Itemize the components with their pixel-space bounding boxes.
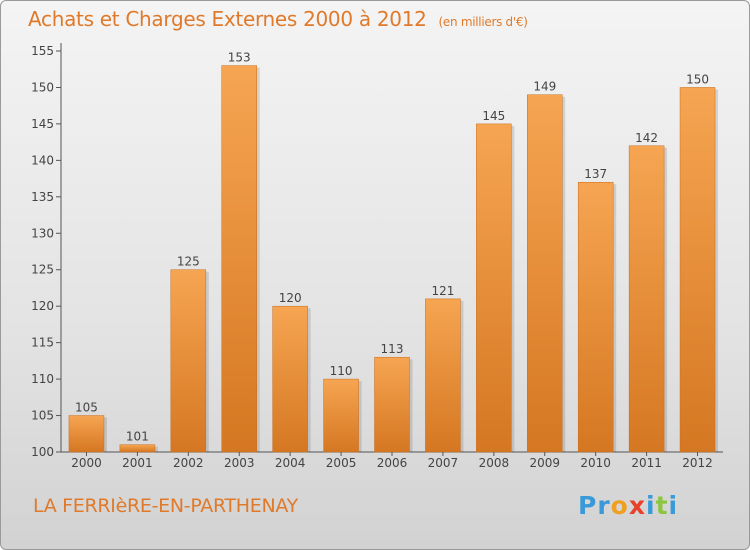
bar [68,415,105,453]
bar [679,87,716,453]
y-tick-label: 110 [31,372,54,386]
logo-letter: t [655,491,669,520]
bar-value-label: 149 [533,80,556,94]
bar-value-label: 142 [635,131,658,145]
bar [425,298,461,453]
bar-value-label: 145 [482,109,505,123]
bar-value-label: 120 [279,291,302,305]
x-tick-label: 2009 [529,456,560,470]
y-tick-label: 135 [31,190,54,204]
x-tick-label: 2007 [428,456,459,470]
bar [323,378,359,453]
x-tick-label: 2011 [631,456,662,470]
bar-value-label: 125 [177,255,200,269]
logo-letter: o [610,491,629,520]
bar-value-label: 105 [75,401,98,415]
bar [221,65,257,453]
logo-letter: i [668,491,679,520]
x-tick-label: 2006 [377,456,408,470]
y-tick-label: 120 [31,299,54,313]
bar [170,269,207,453]
bar-value-label: 137 [584,167,607,181]
logo-letter: r [597,491,611,520]
x-tick-label: 2001 [122,456,153,470]
bar-value-label: 150 [686,72,709,86]
chart-subtitle: (en milliers d'€) [438,15,528,29]
logo-letter: i [646,491,656,520]
bar-value-label: 110 [330,364,353,378]
bar-value-label: 153 [228,51,251,65]
bar-value-label: 101 [126,430,149,444]
proxiti-logo: Proxiti [578,491,678,520]
y-tick-label: 105 [31,409,54,423]
y-tick-label: 125 [31,263,54,277]
x-tick-label: 2004 [275,456,306,470]
x-tick-label: 2003 [224,456,255,470]
y-tick-label: 145 [31,117,54,131]
bar [119,444,156,453]
y-tick-label: 115 [31,336,54,350]
chart-title: Achats et Charges Externes 2000 à 2012 (e… [28,7,528,31]
logo-letter: P [578,491,598,520]
x-tick-label: 2000 [71,456,102,470]
x-tick-label: 2010 [580,456,611,470]
y-tick-label: 130 [31,226,54,240]
bar [374,356,410,453]
x-tick-label: 2002 [173,456,204,470]
y-tick-label: 140 [31,153,54,167]
x-tick-label: 2008 [479,456,510,470]
bar-value-label: 121 [431,284,454,298]
x-tick-label: 2012 [682,456,713,470]
bar [577,181,614,453]
bar [628,145,665,453]
logo-letter: x [628,491,646,520]
bar [476,123,512,453]
y-tick-label: 100 [31,445,54,459]
bar [527,94,563,453]
y-tick-label: 150 [31,80,54,94]
x-tick-label: 2005 [326,456,357,470]
place-name: LA FERRIèRE-EN-PARTHENAY [33,495,298,517]
y-tick-label: 155 [31,44,54,58]
bar [272,305,308,453]
chart-title-text: Achats et Charges Externes 2000 à 2012 [28,7,427,31]
bar-value-label: 113 [381,342,404,356]
